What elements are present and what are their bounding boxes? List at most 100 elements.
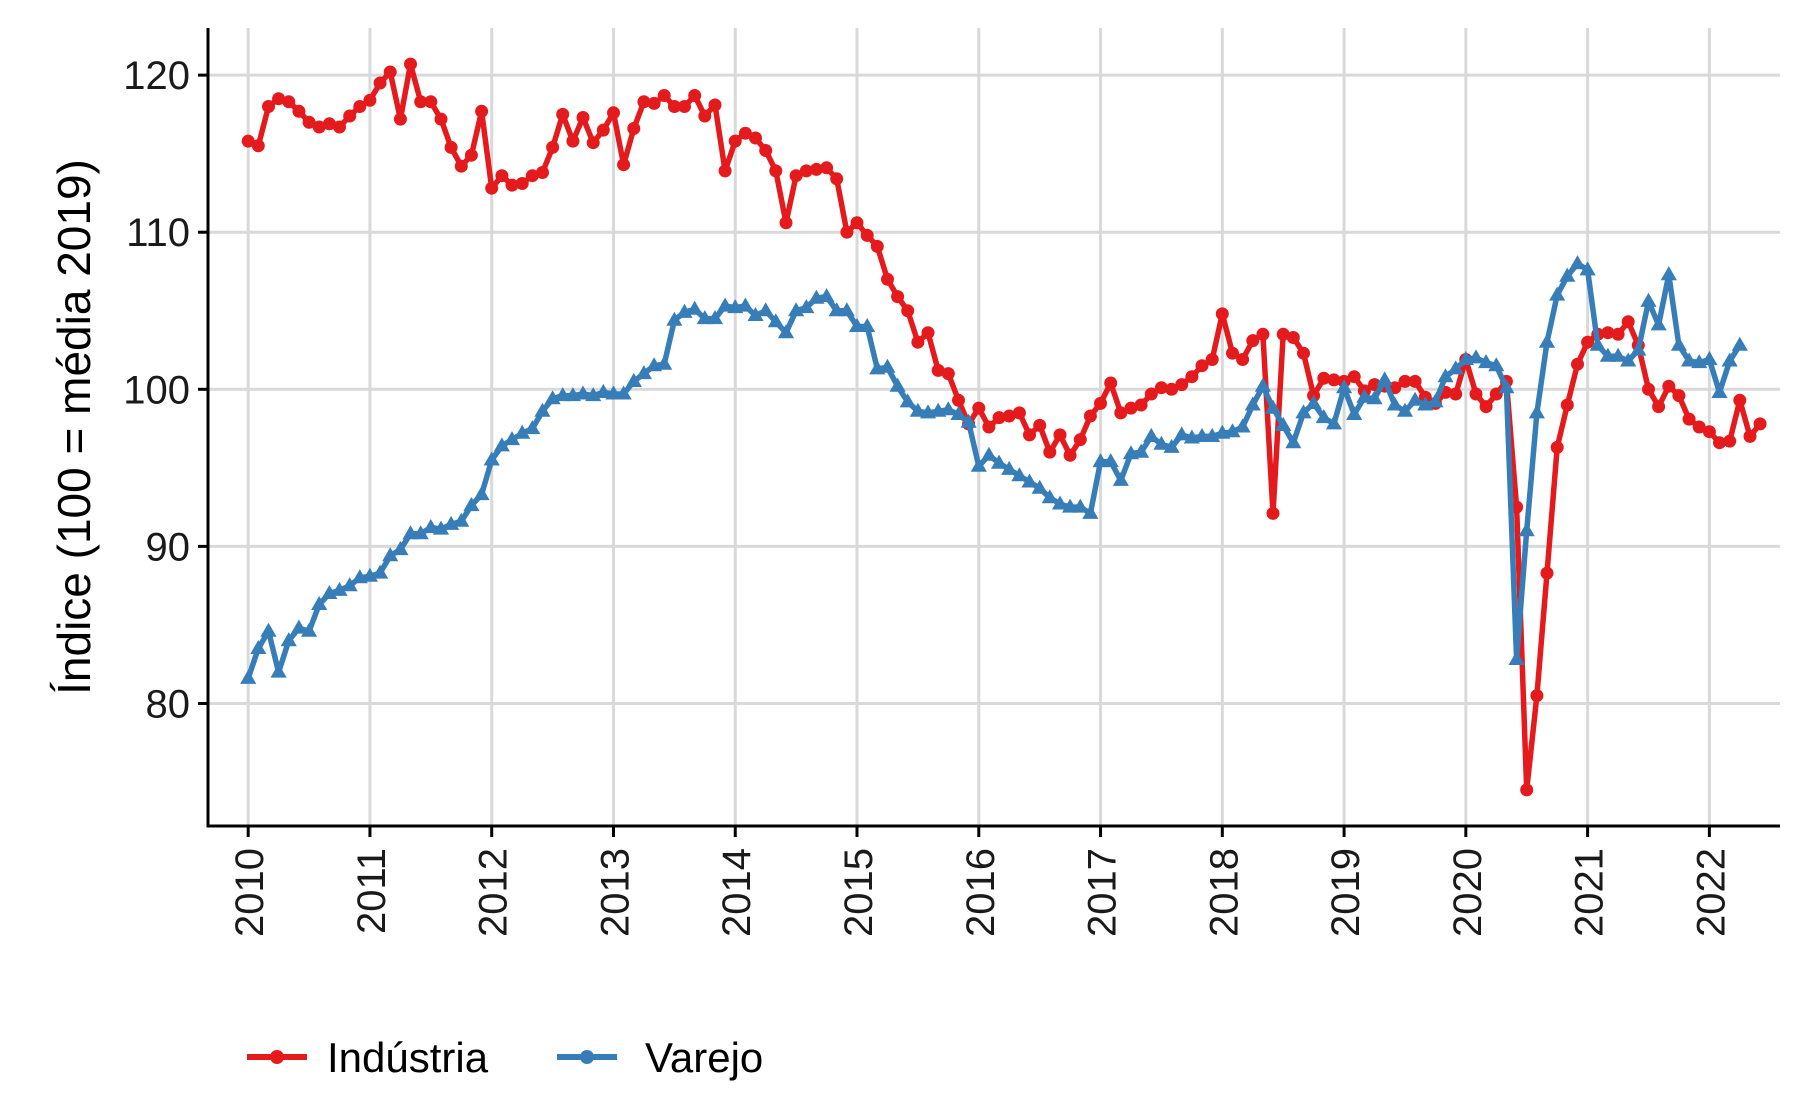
y-ticks: 80 90 100 110 120 — [123, 54, 208, 726]
data-point-industria — [1053, 428, 1067, 442]
data-point-varejo — [422, 519, 439, 534]
data-point-industria — [860, 228, 874, 242]
data-point-industria — [809, 162, 823, 176]
data-point-varejo — [1163, 438, 1180, 453]
data-point-varejo — [889, 377, 906, 392]
data-point-varejo — [757, 302, 774, 317]
data-point-varejo — [696, 310, 713, 325]
data-point-industria — [1733, 393, 1747, 407]
data-point-industria — [282, 95, 296, 109]
data-point-varejo — [1620, 352, 1637, 367]
data-point-varejo — [1092, 453, 1109, 468]
data-point-industria — [992, 411, 1006, 425]
data-point-industria — [495, 169, 509, 183]
data-point-industria — [1652, 400, 1666, 414]
data-point-industria — [434, 112, 448, 126]
data-point-varejo — [625, 372, 642, 387]
data-point-industria — [1297, 346, 1310, 360]
data-point-industria — [870, 239, 884, 253]
data-point-varejo — [1133, 443, 1150, 458]
data-point-industria — [698, 109, 712, 123]
data-point-industria — [1083, 409, 1097, 423]
data-point-varejo — [1295, 404, 1312, 419]
data-point-varejo — [818, 288, 835, 303]
x-tick-label: 2018 — [1202, 848, 1246, 937]
data-point-industria — [1581, 335, 1595, 349]
data-point-industria — [251, 139, 265, 153]
data-point-industria — [850, 216, 864, 230]
data-point-industria — [1347, 370, 1361, 384]
data-point-varejo — [1427, 393, 1444, 408]
data-point-varejo — [1498, 379, 1515, 394]
data-point-varejo — [402, 525, 419, 540]
data-point-industria — [1662, 379, 1676, 393]
data-point-varejo — [341, 577, 358, 592]
data-point-industria — [1560, 398, 1574, 412]
data-point-varejo — [514, 424, 531, 439]
data-point-industria — [1449, 387, 1463, 401]
data-point-industria — [647, 96, 661, 110]
data-point-varejo — [1467, 349, 1485, 364]
data-point-varejo — [1082, 504, 1099, 519]
data-point-industria — [454, 159, 468, 173]
data-point-industria — [1327, 373, 1341, 387]
data-point-varejo — [1356, 388, 1373, 403]
data-point-industria — [515, 177, 529, 190]
legend-item-varejo: Varejo — [557, 1034, 763, 1081]
data-point-industria — [749, 131, 762, 145]
data-point-industria — [769, 164, 783, 178]
data-point-industria — [1276, 327, 1290, 341]
data-point-varejo — [1275, 416, 1292, 431]
data-point-varejo — [798, 299, 815, 314]
data-point-industria — [1702, 425, 1716, 439]
data-point-industria — [688, 89, 702, 102]
y-tick-label: 110 — [126, 211, 190, 255]
data-point-varejo — [656, 355, 673, 370]
data-point-industria — [952, 393, 965, 407]
data-point-industria — [1185, 370, 1199, 384]
data-point-varejo — [382, 547, 399, 562]
data-point-industria — [262, 100, 275, 113]
series-varejo — [240, 255, 1748, 684]
data-point-industria — [1012, 406, 1026, 420]
data-point-industria — [921, 326, 935, 340]
y-tick-label: 90 — [146, 525, 191, 569]
data-point-industria — [1540, 566, 1554, 580]
data-point-industria — [1073, 433, 1087, 447]
data-point-industria — [1317, 371, 1331, 385]
legend-label-industria: Indústria — [327, 1034, 489, 1081]
series-layer — [240, 57, 1767, 797]
data-point-varejo — [1153, 435, 1170, 450]
data-point-varejo — [1244, 396, 1261, 411]
data-point-industria — [586, 136, 600, 150]
data-point-varejo — [311, 596, 328, 610]
data-point-varejo — [706, 310, 723, 325]
data-point-varejo — [1072, 498, 1089, 513]
data-point-varejo — [1559, 267, 1576, 282]
data-point-varejo — [615, 385, 632, 400]
data-point-industria — [1571, 357, 1584, 371]
data-point-industria — [1124, 401, 1138, 415]
data-point-varejo — [848, 318, 866, 332]
data-point-varejo — [1234, 418, 1251, 433]
data-point-industria — [1398, 374, 1412, 388]
data-point-industria — [1489, 387, 1503, 401]
data-point-industria — [1165, 382, 1179, 396]
legend-item-industria: Indústria — [247, 1034, 489, 1081]
data-point-industria — [881, 272, 894, 286]
x-tick-label: 2022 — [1689, 848, 1733, 937]
data-point-varejo — [1011, 467, 1028, 482]
data-point-varejo — [1305, 394, 1322, 409]
y-tick-label: 100 — [123, 368, 190, 412]
data-point-varejo — [1062, 498, 1079, 513]
data-point-varejo — [1051, 495, 1068, 510]
data-point-varejo — [534, 402, 551, 417]
data-point-industria — [1175, 378, 1189, 392]
data-point-industria — [1743, 429, 1757, 443]
data-point-varejo — [1731, 336, 1748, 351]
data-point-industria — [1226, 346, 1239, 360]
data-point-industria — [475, 104, 489, 118]
data-point-industria — [1520, 783, 1534, 797]
data-point-varejo — [1315, 409, 1332, 424]
data-point-varejo — [1538, 333, 1556, 348]
